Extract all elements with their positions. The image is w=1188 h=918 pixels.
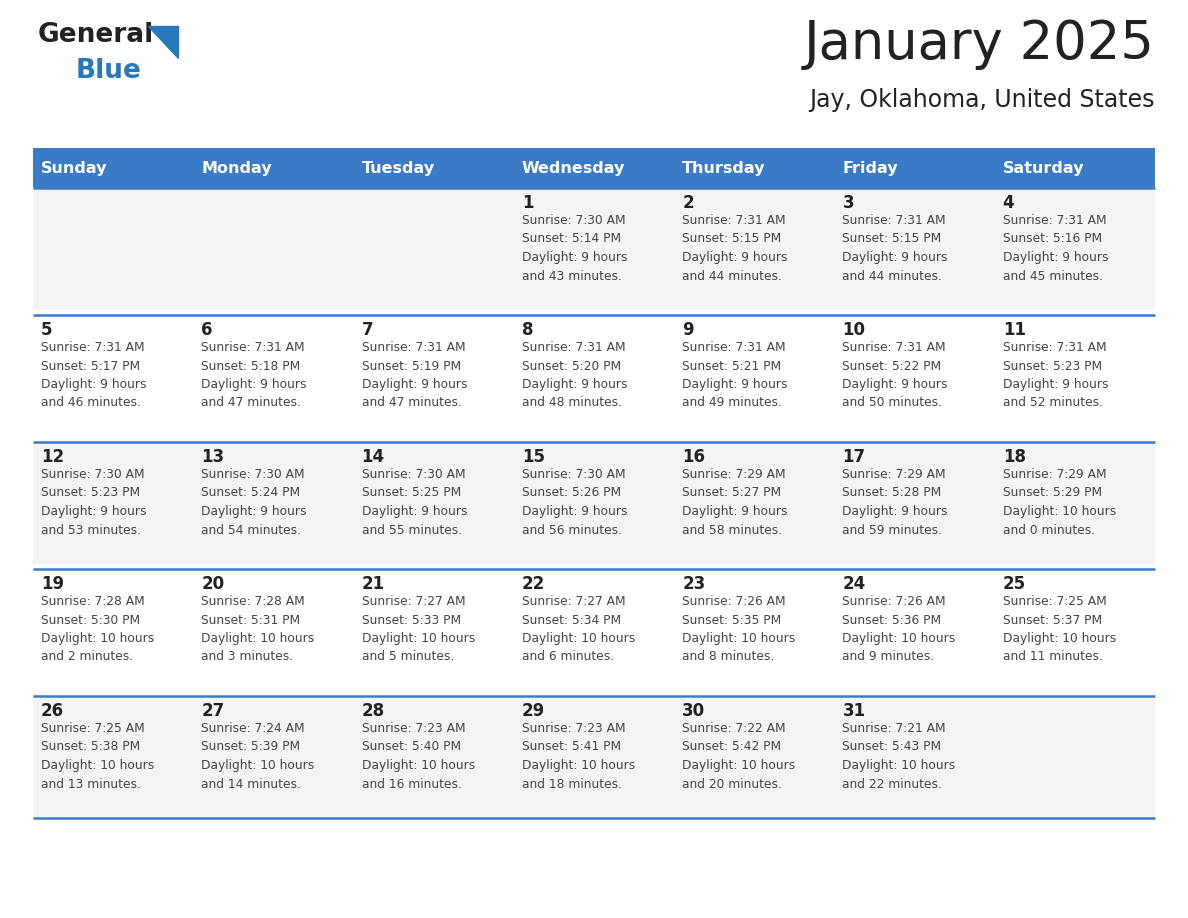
Text: Sunrise: 7:27 AM
Sunset: 5:34 PM
Daylight: 10 hours
and 6 minutes.: Sunrise: 7:27 AM Sunset: 5:34 PM Dayligh… — [522, 595, 636, 664]
Text: Sunrise: 7:24 AM
Sunset: 5:39 PM
Daylight: 10 hours
and 14 minutes.: Sunrise: 7:24 AM Sunset: 5:39 PM Dayligh… — [201, 722, 315, 790]
Bar — [33, 188, 1155, 310]
Text: 2: 2 — [682, 194, 694, 212]
Text: Sunrise: 7:30 AM
Sunset: 5:14 PM
Daylight: 9 hours
and 43 minutes.: Sunrise: 7:30 AM Sunset: 5:14 PM Dayligh… — [522, 214, 627, 283]
Text: Sunrise: 7:26 AM
Sunset: 5:35 PM
Daylight: 10 hours
and 8 minutes.: Sunrise: 7:26 AM Sunset: 5:35 PM Dayligh… — [682, 595, 796, 664]
Text: 24: 24 — [842, 575, 866, 593]
Text: 19: 19 — [42, 575, 64, 593]
Bar — [33, 315, 1155, 437]
Text: 7: 7 — [361, 321, 373, 339]
Text: January 2025: January 2025 — [804, 18, 1155, 70]
Text: Sunrise: 7:30 AM
Sunset: 5:24 PM
Daylight: 9 hours
and 54 minutes.: Sunrise: 7:30 AM Sunset: 5:24 PM Dayligh… — [201, 468, 307, 536]
Text: Monday: Monday — [201, 161, 272, 175]
Text: Sunrise: 7:31 AM
Sunset: 5:19 PM
Daylight: 9 hours
and 47 minutes.: Sunrise: 7:31 AM Sunset: 5:19 PM Dayligh… — [361, 341, 467, 409]
Text: Sunrise: 7:21 AM
Sunset: 5:43 PM
Daylight: 10 hours
and 22 minutes.: Sunrise: 7:21 AM Sunset: 5:43 PM Dayligh… — [842, 722, 955, 790]
Text: Sunrise: 7:25 AM
Sunset: 5:37 PM
Daylight: 10 hours
and 11 minutes.: Sunrise: 7:25 AM Sunset: 5:37 PM Dayligh… — [1003, 595, 1116, 664]
Text: 27: 27 — [201, 702, 225, 720]
Text: Sunrise: 7:31 AM
Sunset: 5:22 PM
Daylight: 9 hours
and 50 minutes.: Sunrise: 7:31 AM Sunset: 5:22 PM Dayligh… — [842, 341, 948, 409]
Bar — [33, 696, 1155, 818]
Text: 30: 30 — [682, 702, 706, 720]
Text: 29: 29 — [522, 702, 545, 720]
Text: 6: 6 — [201, 321, 213, 339]
Text: Sunrise: 7:31 AM
Sunset: 5:23 PM
Daylight: 9 hours
and 52 minutes.: Sunrise: 7:31 AM Sunset: 5:23 PM Dayligh… — [1003, 341, 1108, 409]
Text: 13: 13 — [201, 448, 225, 466]
Text: Sunrise: 7:31 AM
Sunset: 5:15 PM
Daylight: 9 hours
and 44 minutes.: Sunrise: 7:31 AM Sunset: 5:15 PM Dayligh… — [842, 214, 948, 283]
Text: Sunrise: 7:22 AM
Sunset: 5:42 PM
Daylight: 10 hours
and 20 minutes.: Sunrise: 7:22 AM Sunset: 5:42 PM Dayligh… — [682, 722, 796, 790]
Text: Sunrise: 7:30 AM
Sunset: 5:23 PM
Daylight: 9 hours
and 53 minutes.: Sunrise: 7:30 AM Sunset: 5:23 PM Dayligh… — [42, 468, 146, 536]
Text: Saturday: Saturday — [1003, 161, 1085, 175]
Text: Sunrise: 7:29 AM
Sunset: 5:27 PM
Daylight: 9 hours
and 58 minutes.: Sunrise: 7:29 AM Sunset: 5:27 PM Dayligh… — [682, 468, 788, 536]
Text: 10: 10 — [842, 321, 865, 339]
Text: 18: 18 — [1003, 448, 1025, 466]
Text: Sunrise: 7:31 AM
Sunset: 5:16 PM
Daylight: 9 hours
and 45 minutes.: Sunrise: 7:31 AM Sunset: 5:16 PM Dayligh… — [1003, 214, 1108, 283]
Text: 14: 14 — [361, 448, 385, 466]
Text: Thursday: Thursday — [682, 161, 765, 175]
Text: Sunrise: 7:23 AM
Sunset: 5:41 PM
Daylight: 10 hours
and 18 minutes.: Sunrise: 7:23 AM Sunset: 5:41 PM Dayligh… — [522, 722, 636, 790]
Text: Tuesday: Tuesday — [361, 161, 435, 175]
Text: Sunrise: 7:31 AM
Sunset: 5:15 PM
Daylight: 9 hours
and 44 minutes.: Sunrise: 7:31 AM Sunset: 5:15 PM Dayligh… — [682, 214, 788, 283]
Text: 16: 16 — [682, 448, 706, 466]
Text: Sunrise: 7:28 AM
Sunset: 5:31 PM
Daylight: 10 hours
and 3 minutes.: Sunrise: 7:28 AM Sunset: 5:31 PM Dayligh… — [201, 595, 315, 664]
Text: Sunrise: 7:31 AM
Sunset: 5:17 PM
Daylight: 9 hours
and 46 minutes.: Sunrise: 7:31 AM Sunset: 5:17 PM Dayligh… — [42, 341, 146, 409]
Text: Sunrise: 7:29 AM
Sunset: 5:29 PM
Daylight: 10 hours
and 0 minutes.: Sunrise: 7:29 AM Sunset: 5:29 PM Dayligh… — [1003, 468, 1116, 536]
Text: 28: 28 — [361, 702, 385, 720]
Text: Sunrise: 7:29 AM
Sunset: 5:28 PM
Daylight: 9 hours
and 59 minutes.: Sunrise: 7:29 AM Sunset: 5:28 PM Dayligh… — [842, 468, 948, 536]
Text: 11: 11 — [1003, 321, 1025, 339]
Text: Friday: Friday — [842, 161, 898, 175]
Text: Sunrise: 7:25 AM
Sunset: 5:38 PM
Daylight: 10 hours
and 13 minutes.: Sunrise: 7:25 AM Sunset: 5:38 PM Dayligh… — [42, 722, 154, 790]
Text: 1: 1 — [522, 194, 533, 212]
Text: 15: 15 — [522, 448, 545, 466]
Text: Sunrise: 7:31 AM
Sunset: 5:20 PM
Daylight: 9 hours
and 48 minutes.: Sunrise: 7:31 AM Sunset: 5:20 PM Dayligh… — [522, 341, 627, 409]
Text: 9: 9 — [682, 321, 694, 339]
Text: 22: 22 — [522, 575, 545, 593]
Text: Sunrise: 7:27 AM
Sunset: 5:33 PM
Daylight: 10 hours
and 5 minutes.: Sunrise: 7:27 AM Sunset: 5:33 PM Dayligh… — [361, 595, 475, 664]
Text: 21: 21 — [361, 575, 385, 593]
Text: Sunrise: 7:31 AM
Sunset: 5:18 PM
Daylight: 9 hours
and 47 minutes.: Sunrise: 7:31 AM Sunset: 5:18 PM Dayligh… — [201, 341, 307, 409]
Text: 5: 5 — [42, 321, 52, 339]
Text: 26: 26 — [42, 702, 64, 720]
Bar — [33, 148, 1155, 188]
Text: 17: 17 — [842, 448, 866, 466]
Bar — [33, 569, 1155, 691]
Text: 20: 20 — [201, 575, 225, 593]
Text: General: General — [38, 22, 154, 48]
Text: Sunrise: 7:23 AM
Sunset: 5:40 PM
Daylight: 10 hours
and 16 minutes.: Sunrise: 7:23 AM Sunset: 5:40 PM Dayligh… — [361, 722, 475, 790]
Text: 3: 3 — [842, 194, 854, 212]
Bar — [33, 442, 1155, 564]
Text: Blue: Blue — [76, 58, 141, 84]
Text: Wednesday: Wednesday — [522, 161, 625, 175]
Text: Sunrise: 7:28 AM
Sunset: 5:30 PM
Daylight: 10 hours
and 2 minutes.: Sunrise: 7:28 AM Sunset: 5:30 PM Dayligh… — [42, 595, 154, 664]
Text: 25: 25 — [1003, 575, 1026, 593]
Text: Sunrise: 7:30 AM
Sunset: 5:26 PM
Daylight: 9 hours
and 56 minutes.: Sunrise: 7:30 AM Sunset: 5:26 PM Dayligh… — [522, 468, 627, 536]
Text: 4: 4 — [1003, 194, 1015, 212]
Polygon shape — [148, 26, 178, 58]
Text: 31: 31 — [842, 702, 866, 720]
Text: 12: 12 — [42, 448, 64, 466]
Text: 23: 23 — [682, 575, 706, 593]
Text: Sunrise: 7:26 AM
Sunset: 5:36 PM
Daylight: 10 hours
and 9 minutes.: Sunrise: 7:26 AM Sunset: 5:36 PM Dayligh… — [842, 595, 955, 664]
Text: Jay, Oklahoma, United States: Jay, Oklahoma, United States — [809, 88, 1155, 112]
Text: 8: 8 — [522, 321, 533, 339]
Text: Sunrise: 7:30 AM
Sunset: 5:25 PM
Daylight: 9 hours
and 55 minutes.: Sunrise: 7:30 AM Sunset: 5:25 PM Dayligh… — [361, 468, 467, 536]
Text: Sunday: Sunday — [42, 161, 107, 175]
Text: Sunrise: 7:31 AM
Sunset: 5:21 PM
Daylight: 9 hours
and 49 minutes.: Sunrise: 7:31 AM Sunset: 5:21 PM Dayligh… — [682, 341, 788, 409]
